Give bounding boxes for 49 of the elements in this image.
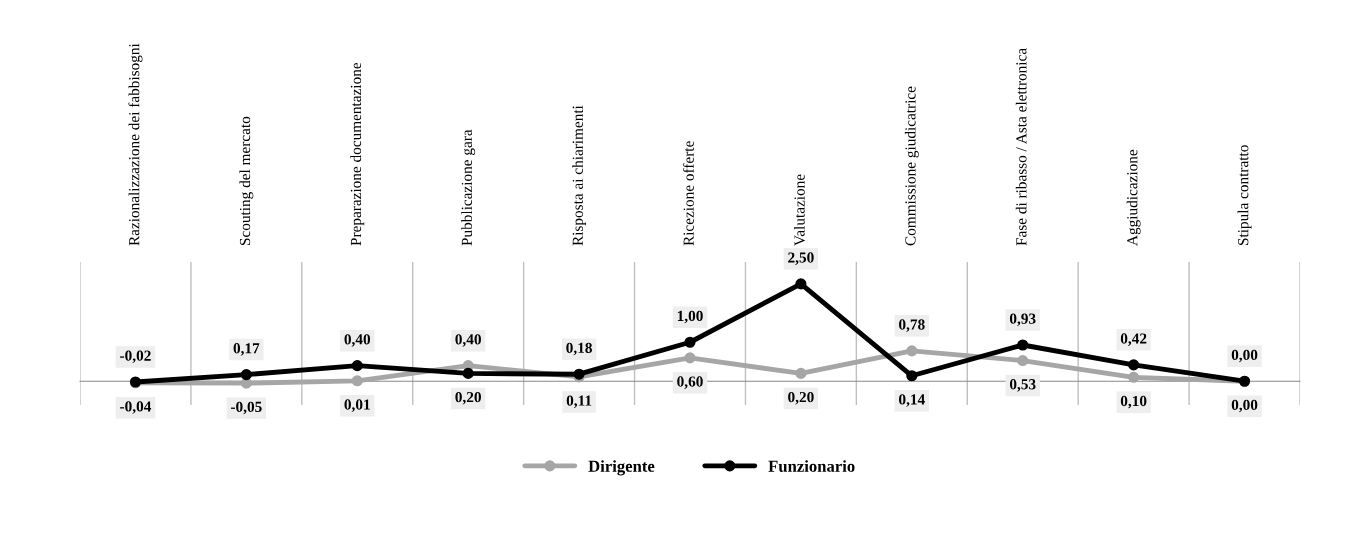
x-tick-label: Fase di ribasso / Asta elettronica <box>1015 48 1027 246</box>
x-tick-label: Aggiudicazione <box>1126 149 1141 246</box>
x-tick-label: Valutazione <box>793 174 805 246</box>
data-label: 0,40 <box>344 334 371 347</box>
point <box>684 352 696 364</box>
data-label: 0,78 <box>899 319 925 332</box>
point <box>1017 355 1029 367</box>
data-label: -0,02 <box>120 350 151 364</box>
data-label: 0,11 <box>566 395 592 408</box>
data-label: 0,18 <box>566 342 592 356</box>
data-label: 1,00 <box>677 310 703 324</box>
point <box>1017 339 1029 351</box>
x-tick-label: Pubblicazione gara <box>461 129 476 246</box>
x-tick-label: Razionalizzazione dei fabbisogni <box>128 43 143 246</box>
point <box>351 375 363 387</box>
x-tick-label: Scouting del mercato <box>239 116 254 246</box>
data-label: 0,14 <box>899 394 925 407</box>
point <box>1128 371 1140 383</box>
x-tick-label: Preparazione documentazione <box>350 62 365 246</box>
data-label: 0,00 <box>1231 399 1258 413</box>
data-label: -0,05 <box>231 401 262 415</box>
data-label: 0,10 <box>1120 395 1147 409</box>
legend-label: Funzionario <box>768 460 855 472</box>
point <box>906 345 918 357</box>
point <box>795 278 807 290</box>
x-tick-label: Commissione giudicatrice <box>904 86 919 246</box>
point <box>351 360 363 372</box>
x-tick-label: Ricezione offerte <box>682 141 694 246</box>
data-label: 0,17 <box>233 343 260 356</box>
x-tick-label: Risposta ai chiarimenti <box>572 105 587 246</box>
point <box>684 336 696 348</box>
data-label: 0,42 <box>1120 333 1147 346</box>
data-label: 2,50 <box>788 252 814 265</box>
data-label: 0,20 <box>788 391 814 405</box>
data-label: -0,04 <box>120 401 152 414</box>
data-label: 0,00 <box>1231 349 1258 363</box>
point <box>240 369 252 381</box>
legend-label: Dirigente <box>588 460 655 476</box>
point <box>906 370 918 382</box>
data-label: 0,40 <box>455 334 481 347</box>
data-label: 0,20 <box>455 391 481 405</box>
point <box>462 367 474 379</box>
point <box>1128 359 1140 371</box>
data-label: 0,60 <box>677 376 703 389</box>
data-label: 0,01 <box>344 399 370 412</box>
point <box>795 367 807 379</box>
data-label: 0,53 <box>1009 379 1036 392</box>
x-tick-label: Stipula contratto <box>1237 145 1252 246</box>
data-label: 0,93 <box>1009 313 1036 327</box>
